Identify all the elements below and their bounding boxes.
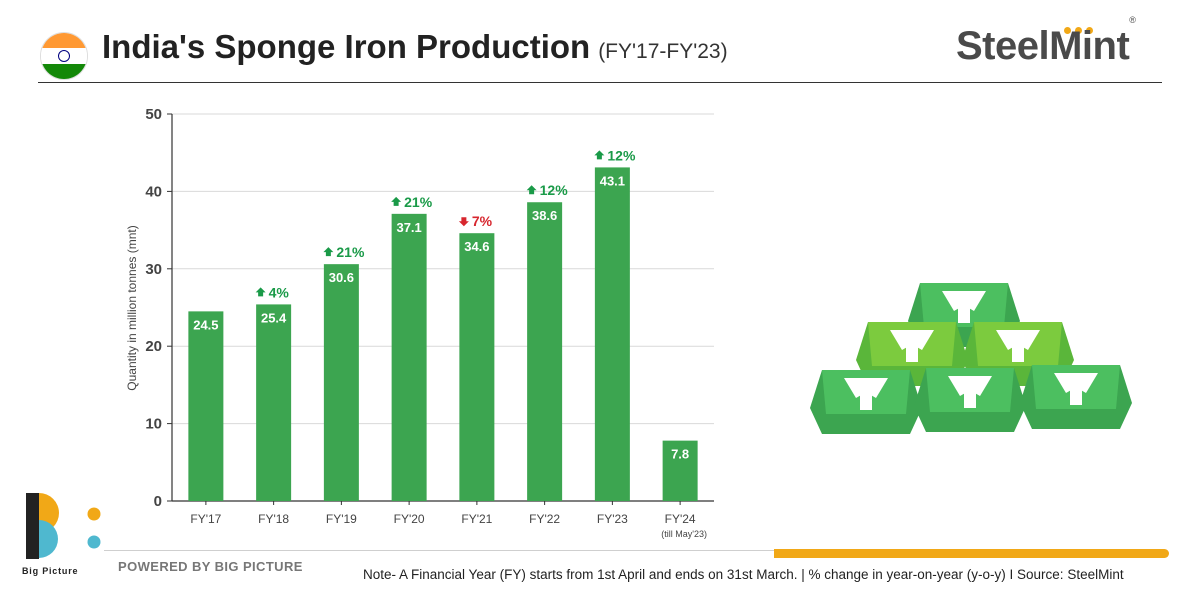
bar bbox=[662, 440, 698, 501]
y-tick-label: 20 bbox=[145, 338, 162, 355]
arrow-up-icon bbox=[594, 150, 605, 160]
sponge-iron-cubes-icon bbox=[810, 283, 1132, 434]
bar-value-label: 43.1 bbox=[600, 173, 625, 188]
x-tick-label: FY'24 bbox=[665, 512, 696, 526]
x-tick-label: FY'21 bbox=[461, 512, 492, 526]
brand-registered-mark: ® bbox=[1129, 14, 1136, 25]
powered-by-text: POWERED BY BIG PICTURE bbox=[118, 559, 303, 574]
y-tick-label: 30 bbox=[145, 261, 162, 278]
page-title: India's Sponge Iron Production (FY'17-FY'… bbox=[102, 28, 728, 66]
yoy-change-label: 21% bbox=[404, 194, 433, 210]
yoy-change-label: 4% bbox=[269, 284, 290, 300]
big-picture-logo-text: Big Picture bbox=[22, 566, 79, 576]
yoy-change-label: 12% bbox=[607, 147, 636, 163]
arrow-up-icon bbox=[391, 196, 402, 206]
bar-value-label: 25.4 bbox=[261, 310, 287, 325]
india-flag-icon bbox=[40, 32, 88, 80]
arrow-down-icon bbox=[458, 217, 469, 227]
bar-value-label: 34.6 bbox=[464, 239, 489, 254]
x-tick-label: FY'19 bbox=[326, 512, 357, 526]
footer-divider bbox=[104, 550, 784, 551]
brand-name: SteelMint bbox=[956, 24, 1130, 68]
x-tick-label: FY'20 bbox=[394, 512, 425, 526]
bar bbox=[323, 264, 359, 501]
y-tick-label: 10 bbox=[145, 416, 162, 433]
brand-logo: SteelMint® bbox=[956, 15, 1136, 69]
footnote: Note- A Financial Year (FY) starts from … bbox=[363, 567, 1124, 582]
bar-value-label: 7.8 bbox=[671, 447, 689, 462]
y-tick-label: 40 bbox=[145, 183, 162, 200]
big-picture-logo-icon bbox=[26, 493, 101, 559]
bar bbox=[188, 311, 224, 501]
yoy-change-label: 7% bbox=[472, 213, 493, 229]
brand-dots-icon bbox=[1064, 21, 1097, 39]
y-tick-label: 0 bbox=[154, 493, 162, 510]
bar-value-label: 30.6 bbox=[329, 270, 354, 285]
arrow-up-icon bbox=[526, 185, 537, 195]
arrow-up-icon bbox=[255, 287, 266, 297]
yoy-change-label: 12% bbox=[540, 182, 569, 198]
y-tick-label: 50 bbox=[145, 106, 162, 123]
bar bbox=[391, 213, 427, 501]
bar-value-label: 38.6 bbox=[532, 208, 557, 223]
x-tick-label: FY'17 bbox=[190, 512, 221, 526]
bar-value-label: 24.5 bbox=[193, 317, 218, 332]
header-divider bbox=[38, 82, 1162, 83]
bar-value-label: 37.1 bbox=[396, 220, 421, 235]
bar bbox=[256, 304, 292, 501]
footer-accent-bar bbox=[774, 549, 1169, 558]
title-text: India's Sponge Iron Production bbox=[102, 28, 591, 65]
bar bbox=[459, 233, 495, 502]
arrow-up-icon bbox=[323, 247, 334, 257]
yoy-change-label: 21% bbox=[336, 244, 365, 260]
x-tick-label: FY'18 bbox=[258, 512, 289, 526]
bar bbox=[594, 167, 630, 501]
bar bbox=[527, 202, 563, 501]
x-tick-label: FY'23 bbox=[597, 512, 628, 526]
y-axis-label: Quantity in million tonnes (mnt) bbox=[125, 225, 139, 390]
x-tick-note: (till May'23) bbox=[661, 529, 707, 539]
title-subtitle: (FY'17-FY'23) bbox=[598, 40, 728, 63]
x-tick-label: FY'22 bbox=[529, 512, 560, 526]
